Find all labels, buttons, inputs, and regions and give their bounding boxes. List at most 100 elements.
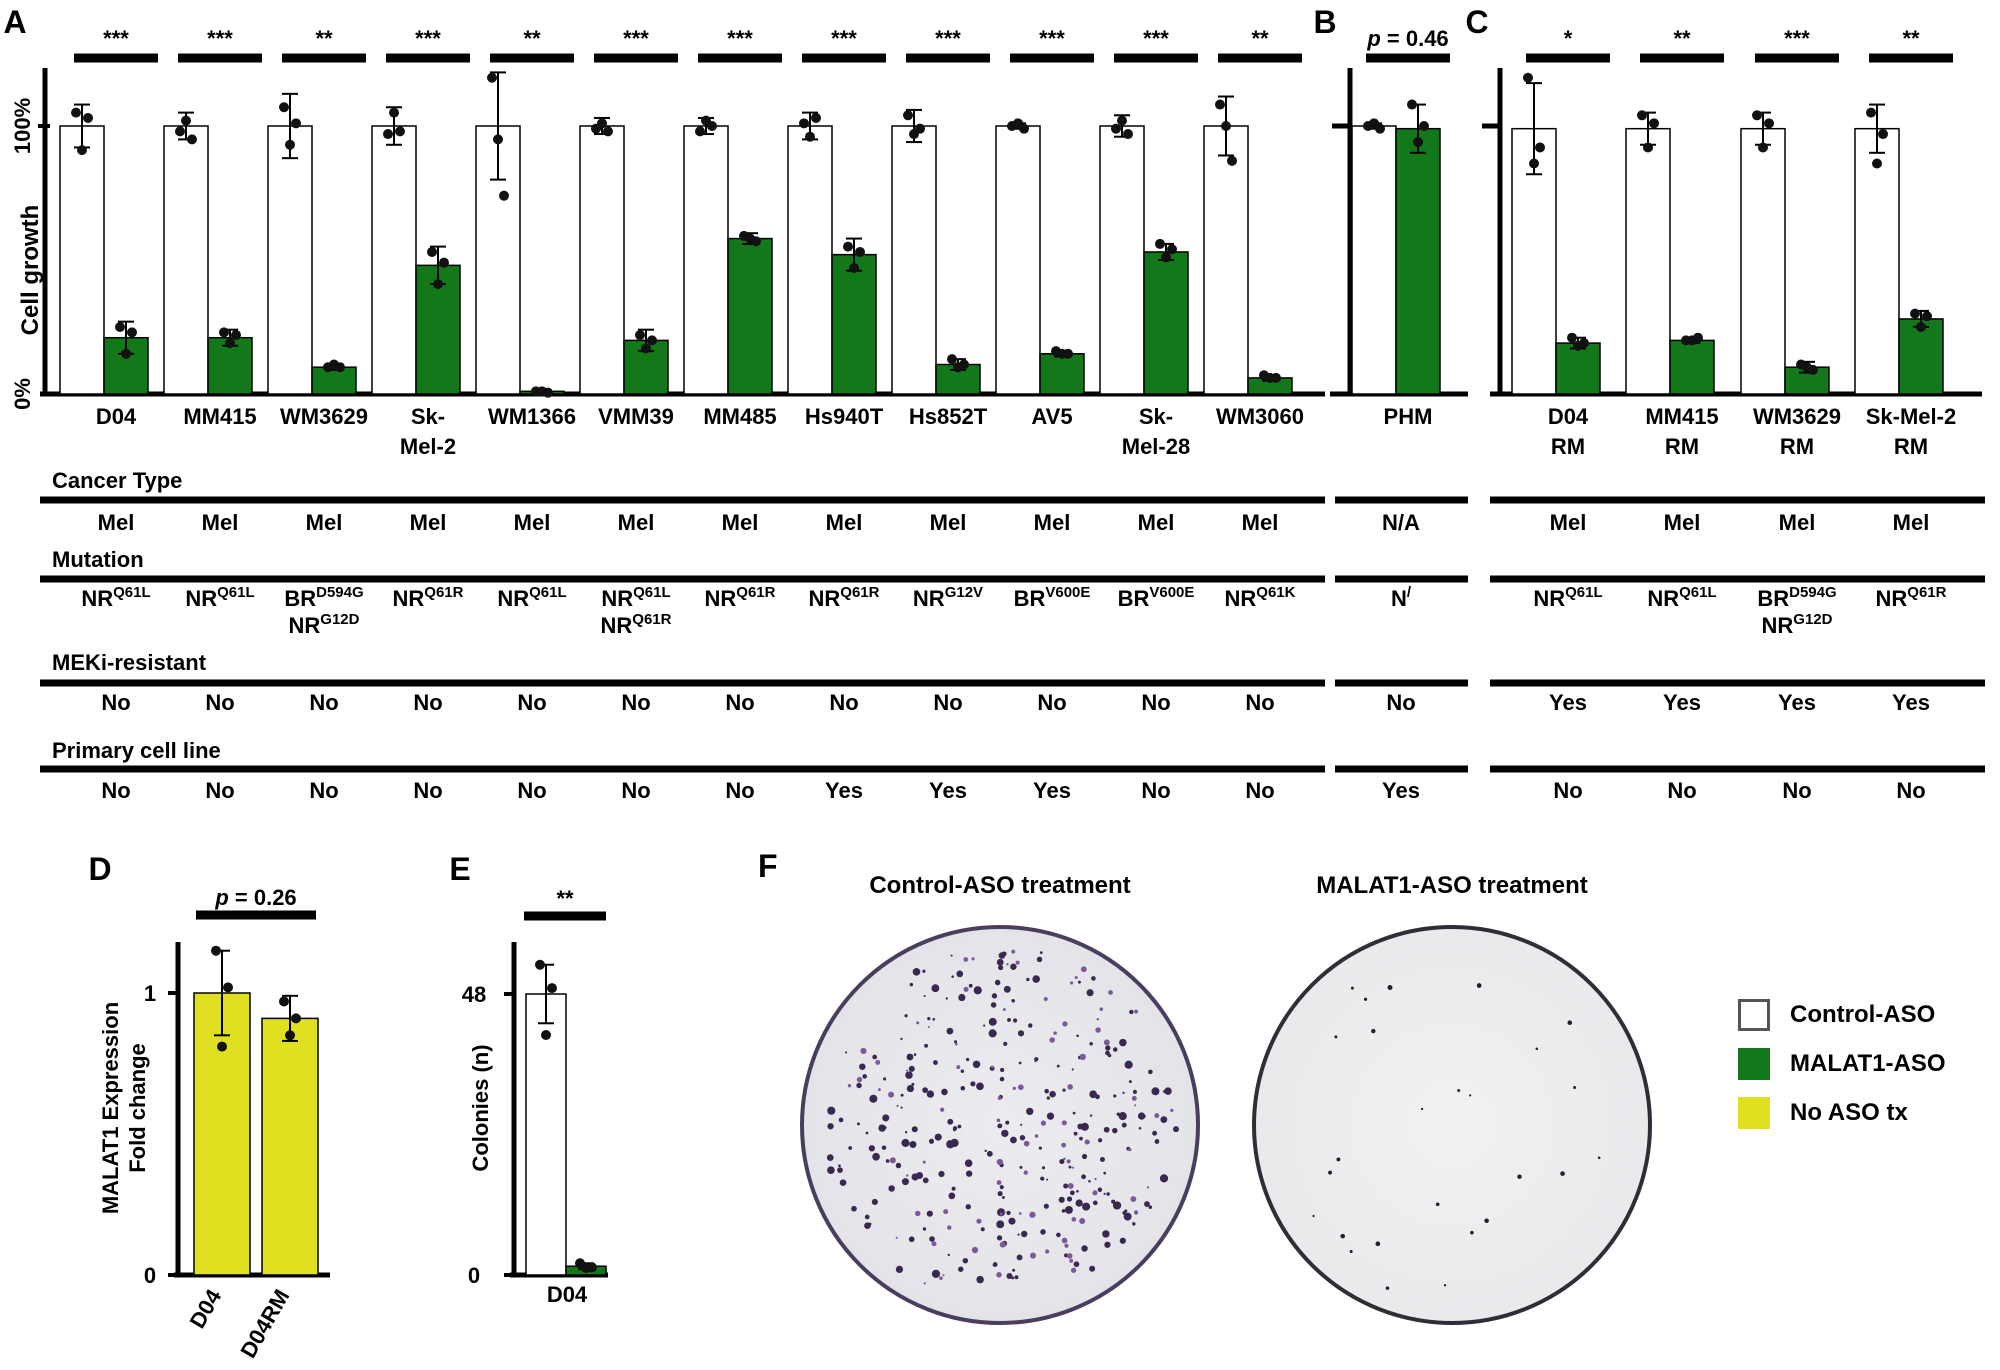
colony-spot xyxy=(1079,1053,1086,1060)
colony-spot xyxy=(1039,951,1043,955)
y-tick-label: 100% xyxy=(10,98,35,154)
colony-spot xyxy=(864,1222,871,1230)
bar-malat1 xyxy=(1669,339,1715,395)
y-axis-label: MALAT1 Expression xyxy=(98,1002,123,1214)
data-point xyxy=(225,338,235,349)
colony-spot xyxy=(1061,1209,1066,1213)
colony-spot xyxy=(963,957,969,962)
colony-spot xyxy=(1105,1045,1111,1051)
data-point xyxy=(1878,129,1888,140)
data-point xyxy=(1808,364,1818,375)
colony-spot xyxy=(947,1118,954,1125)
significance-label: *** xyxy=(1784,26,1810,51)
row-header: Mutation xyxy=(52,547,144,572)
colony-spot xyxy=(994,979,1001,986)
colony-spot xyxy=(964,1159,973,1168)
colony-spot xyxy=(1107,1053,1112,1058)
colony-spot xyxy=(1106,1192,1110,1196)
data-point xyxy=(187,134,197,145)
colony-spot xyxy=(912,968,921,976)
data-point xyxy=(635,330,645,341)
data-point xyxy=(71,107,81,118)
data-point xyxy=(1567,332,1577,343)
cell-value: Yes xyxy=(1663,690,1701,715)
colony-spot xyxy=(1017,1084,1024,1091)
data-point xyxy=(211,945,221,956)
colony-spot xyxy=(947,1225,952,1230)
colony-spot xyxy=(900,1037,903,1041)
colony-spot xyxy=(1076,1034,1079,1038)
colony-spot xyxy=(895,1265,904,1274)
colony-spot xyxy=(839,1179,847,1186)
significance-label: *** xyxy=(727,26,753,51)
colony-spot xyxy=(997,1191,1003,1197)
colony-spot xyxy=(1312,1214,1315,1218)
colony-spot xyxy=(926,1090,935,1098)
colony-spot xyxy=(888,1185,895,1192)
colony-spot xyxy=(872,1054,878,1060)
cell-value: Mel xyxy=(1893,510,1930,535)
control-plate-image xyxy=(800,925,1200,1325)
colony-spot xyxy=(1056,1064,1060,1068)
colony-spot xyxy=(991,993,998,999)
colony-spot xyxy=(1154,1113,1160,1119)
colony-spot xyxy=(1164,1087,1172,1095)
colony-spot xyxy=(1053,1031,1057,1035)
colony-spot xyxy=(1067,1253,1073,1259)
colony-spot xyxy=(1067,1183,1074,1189)
p-value-label: p = 0.26 xyxy=(214,885,296,910)
mutation-label: BRD594G xyxy=(284,584,363,611)
data-point xyxy=(541,1029,551,1040)
colony-spot xyxy=(996,1118,1001,1123)
cell-value: No xyxy=(829,690,858,715)
colony-spot xyxy=(997,1123,1003,1129)
colony-spot xyxy=(991,1065,994,1069)
data-point xyxy=(121,348,131,359)
data-point xyxy=(285,139,295,150)
cell-value: No xyxy=(1896,778,1925,803)
colony-spot xyxy=(1003,1041,1008,1046)
colony-spot xyxy=(827,1123,834,1130)
cell-value: Mel xyxy=(202,510,239,535)
colony-spot xyxy=(1103,1039,1110,1046)
colony-spot xyxy=(999,1241,1006,1248)
colony-spot xyxy=(1112,1127,1118,1134)
y-tick-label: 0 xyxy=(144,1263,156,1288)
colony-spot xyxy=(900,1106,903,1109)
cell-value: Yes xyxy=(1892,690,1930,715)
colony-spot xyxy=(1092,1190,1098,1196)
cell-value: Yes xyxy=(825,778,863,803)
colony-spot xyxy=(946,1027,954,1035)
colony-spot xyxy=(856,1122,860,1126)
y-tick-label: 1 xyxy=(144,981,156,1006)
cell-value: Yes xyxy=(1382,778,1420,803)
colony-spot xyxy=(889,1157,896,1164)
colony-spot xyxy=(1148,1205,1153,1209)
colony-spot xyxy=(953,1040,958,1044)
colony-spot xyxy=(960,1069,965,1073)
data-point xyxy=(83,112,93,123)
colony-spot xyxy=(999,1185,1004,1190)
colony-spot xyxy=(940,1107,945,1112)
mutation-label: NRG12D xyxy=(1762,611,1833,638)
colony-spot xyxy=(1170,1108,1174,1113)
colony-spot xyxy=(998,952,1006,959)
significance-label: *** xyxy=(831,26,857,51)
colony-spot xyxy=(1146,1186,1150,1189)
colony-spot xyxy=(845,1051,848,1054)
bar-malat1 xyxy=(1143,251,1189,395)
colony-spot xyxy=(1041,1166,1046,1170)
data-point xyxy=(115,322,125,332)
colony-spot xyxy=(1069,1190,1075,1196)
colony-spot xyxy=(1066,1159,1071,1164)
cell-value: No xyxy=(1141,778,1170,803)
colony-spot xyxy=(1443,1284,1447,1287)
cell-value: Mel xyxy=(618,510,655,535)
cell-value: Mel xyxy=(930,510,967,535)
colony-spot xyxy=(1026,1107,1034,1116)
data-point xyxy=(849,263,859,274)
x-tick-label: Mel-28 xyxy=(1122,434,1190,459)
significance-label: ** xyxy=(1673,26,1691,51)
cell-value: No xyxy=(205,690,234,715)
colony-spot xyxy=(956,970,964,978)
